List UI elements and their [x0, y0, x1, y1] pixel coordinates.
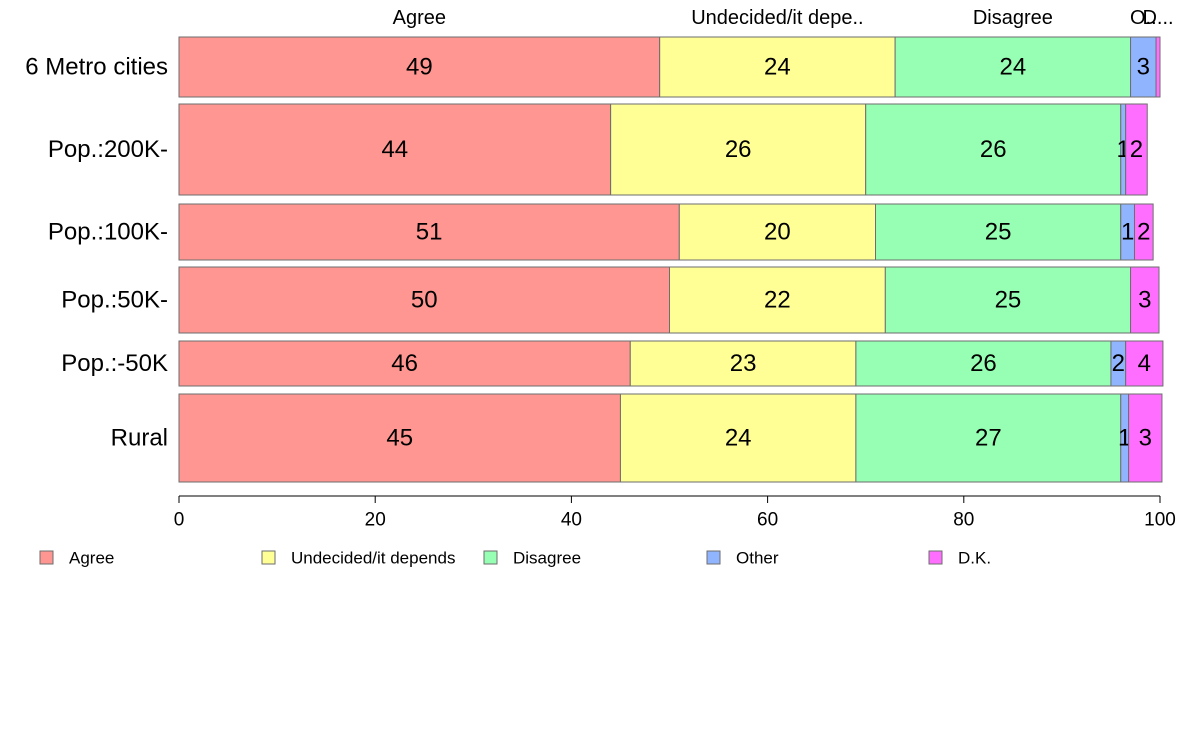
data-label: 46: [391, 350, 418, 377]
legend-swatch: [261, 550, 276, 565]
category-label: Pop.:100K-: [48, 219, 168, 246]
data-label: 25: [995, 287, 1022, 314]
data-label: 1: [1118, 425, 1131, 452]
data-label: 44: [381, 136, 408, 163]
x-tick-label: 40: [561, 510, 582, 531]
data-label: 49: [406, 54, 433, 81]
x-tick-label: 20: [365, 510, 386, 531]
legend-label: Other: [736, 549, 779, 568]
data-label: 26: [970, 350, 997, 377]
data-label: 26: [980, 136, 1007, 163]
column-header: Undecided/it depe..: [691, 7, 863, 29]
data-label: 50: [411, 287, 438, 314]
data-label: 25: [985, 219, 1012, 246]
bar-segment: [884, 266, 1132, 334]
category-label: Pop.:50K-: [61, 287, 168, 314]
data-label: 23: [730, 350, 757, 377]
bar-segment: [619, 393, 857, 483]
category-label: 6 Metro cities: [25, 54, 168, 81]
legend-swatch: [483, 550, 498, 565]
column-header: Disagree: [973, 7, 1053, 29]
data-label: 4: [1138, 350, 1151, 377]
bar-segment: [178, 340, 631, 387]
data-label: 3: [1137, 54, 1150, 81]
bar-segment: [659, 36, 896, 98]
bar-segment: [1125, 340, 1164, 387]
data-label: 2: [1137, 219, 1150, 246]
category-label: Rural: [111, 425, 168, 452]
column-header: D...: [1142, 7, 1173, 29]
data-label: 2: [1130, 136, 1143, 163]
column-header: O..: [1130, 7, 1157, 29]
legend-label: Agree: [69, 549, 114, 568]
x-tick-label: 100: [1144, 510, 1176, 531]
bar-segment: [1155, 36, 1161, 98]
bar-segment: [678, 203, 877, 261]
data-label: 3: [1139, 425, 1152, 452]
data-label: 45: [386, 425, 413, 452]
column-header: Agree: [393, 7, 446, 29]
bar-segment: [178, 393, 621, 483]
data-label: 51: [416, 219, 443, 246]
data-label: 27: [975, 425, 1002, 452]
bar-segment: [629, 340, 857, 387]
data-label: 22: [764, 287, 791, 314]
data-label: 24: [999, 54, 1026, 81]
data-label: 20: [764, 219, 791, 246]
legend-label: Disagree: [513, 549, 581, 568]
category-label: Pop.:-50K: [61, 350, 168, 377]
x-tick-label: 80: [953, 510, 974, 531]
bar-segment: [1128, 393, 1163, 483]
legend-label: D.K.: [958, 549, 991, 568]
bar-segment: [1125, 103, 1148, 196]
data-label: 24: [725, 425, 752, 452]
bar-segment: [855, 340, 1112, 387]
data-label: 26: [725, 136, 752, 163]
category-label: Pop.:200K-: [48, 136, 168, 163]
legend-swatch: [706, 550, 721, 565]
data-label: 1: [1121, 219, 1134, 246]
data-label: 3: [1138, 287, 1151, 314]
legend-swatch: [928, 550, 943, 565]
legend-swatch: [39, 550, 54, 565]
data-label: 24: [764, 54, 791, 81]
bar-segment: [1130, 266, 1160, 334]
legend-label: Undecided/it depends: [291, 549, 455, 568]
data-label: 2: [1112, 350, 1125, 377]
bar-segment: [855, 393, 1122, 483]
bar-segment: [610, 103, 867, 196]
x-tick-label: 60: [757, 510, 778, 531]
bar-segment: [865, 103, 1122, 196]
bar-segment: [669, 266, 886, 334]
x-tick-label: 0: [174, 510, 185, 531]
bar-segment: [178, 103, 612, 196]
bar-segment: [1133, 203, 1154, 261]
bar-segment: [178, 203, 680, 261]
bar-segment: [178, 266, 670, 334]
